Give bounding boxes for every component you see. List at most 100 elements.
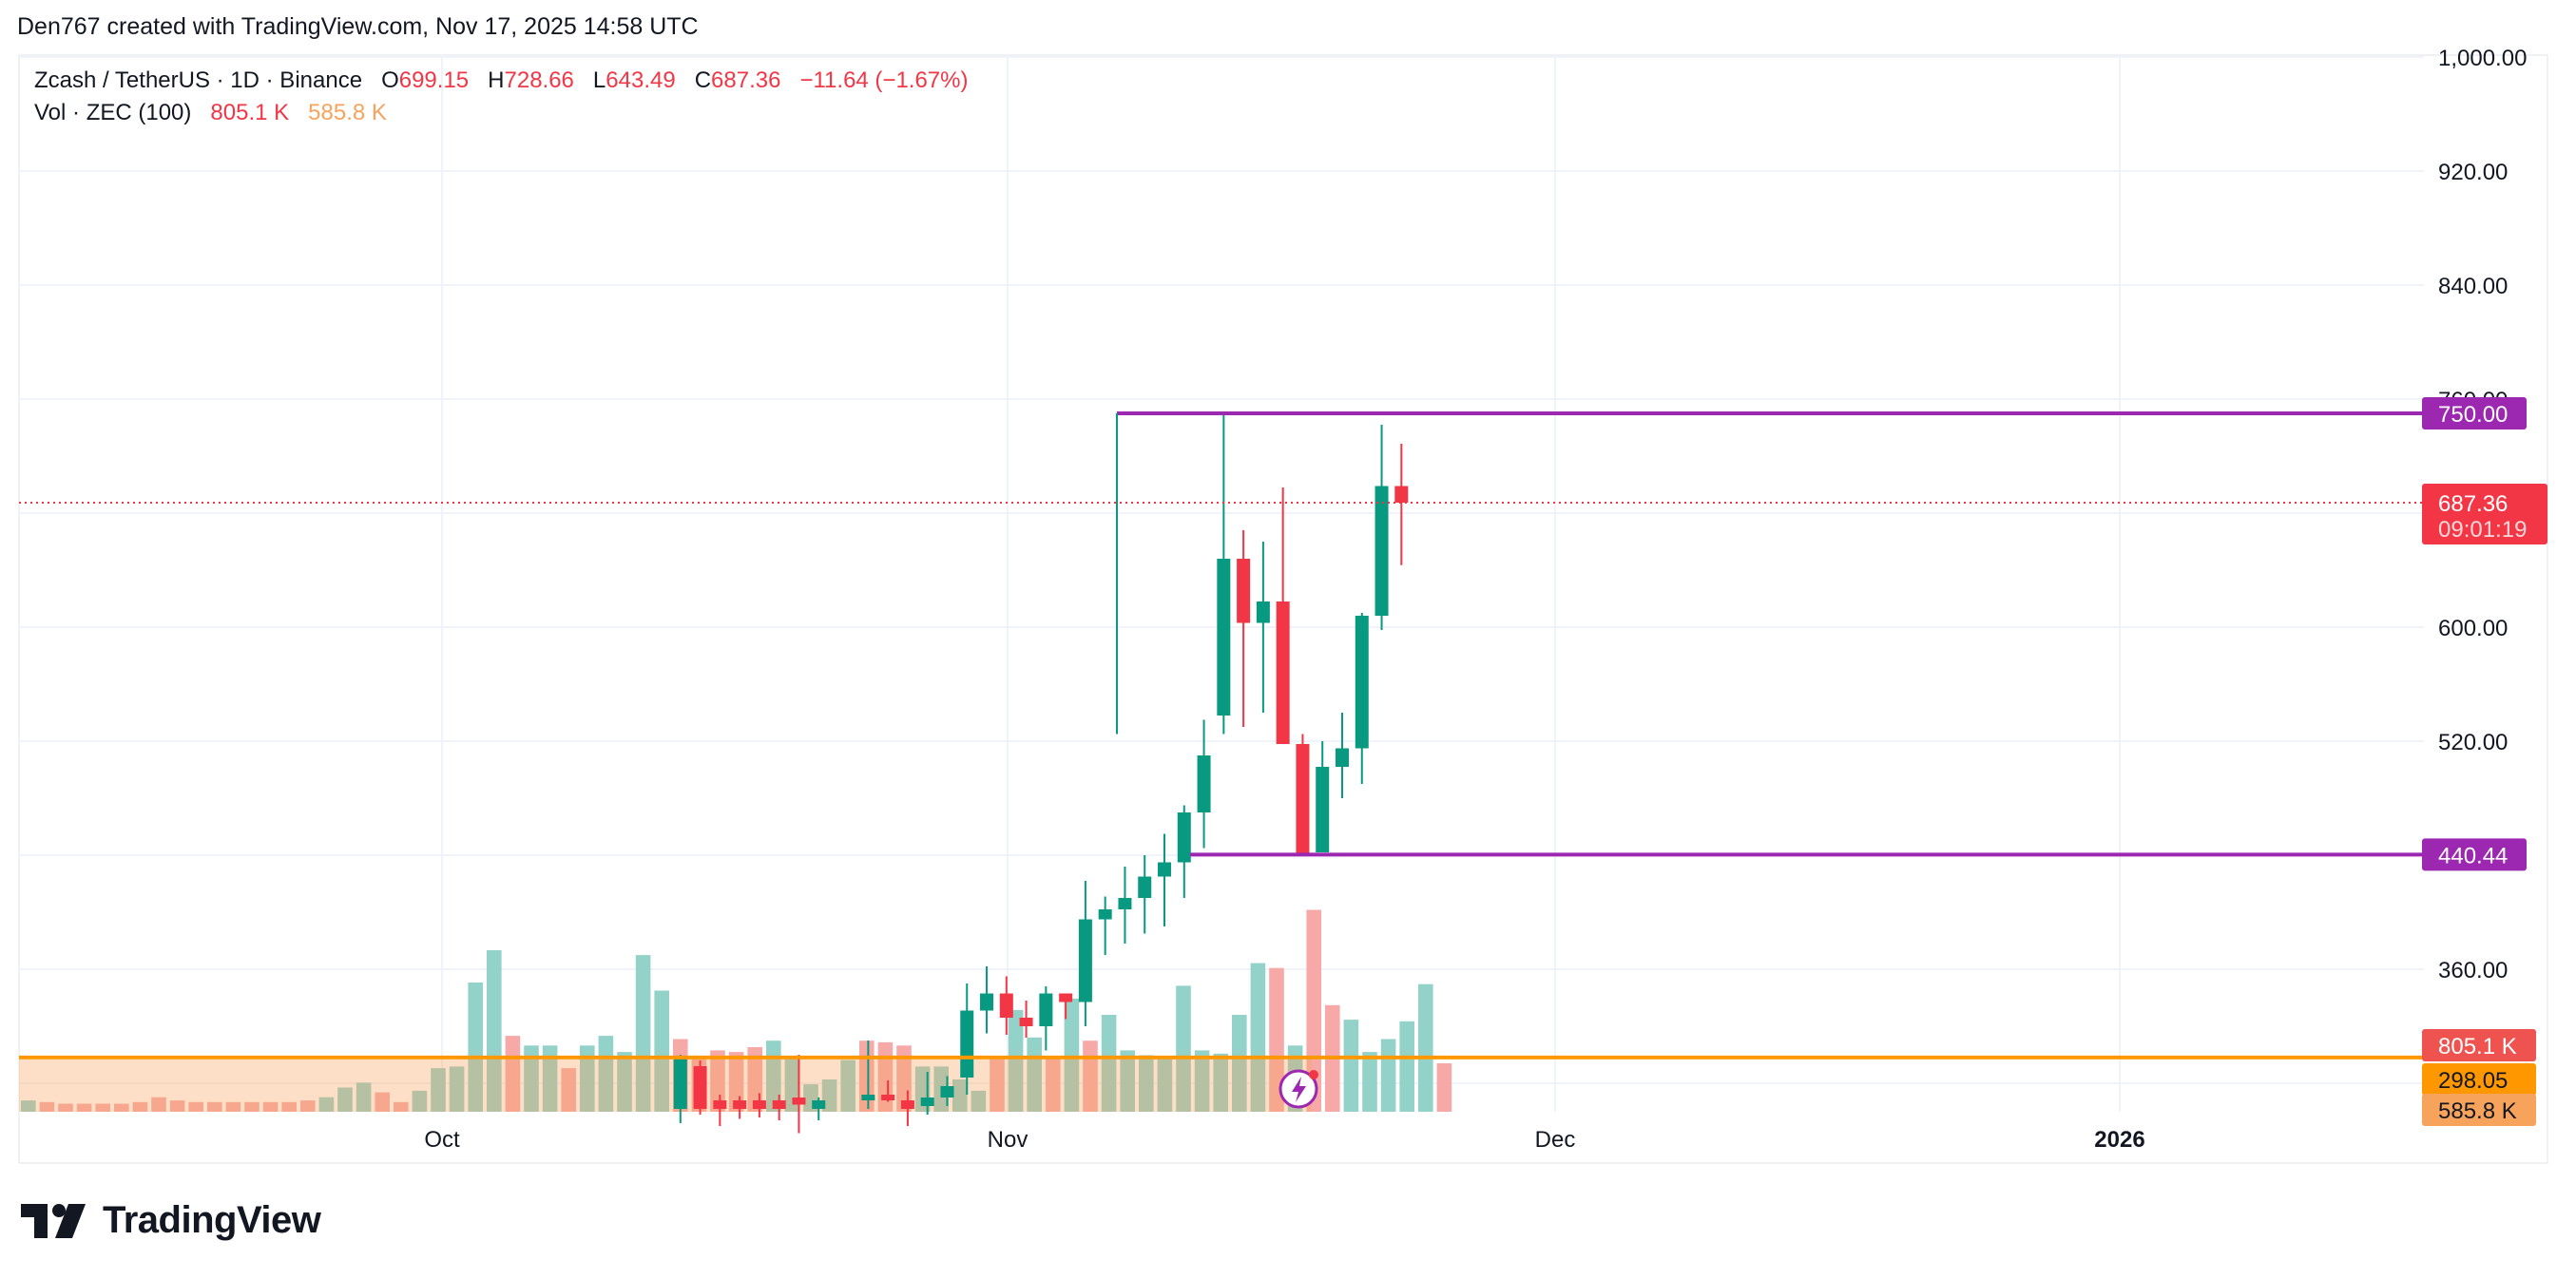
high-value: 728.66 — [504, 67, 574, 93]
candle-body — [1217, 559, 1231, 716]
low-label: L — [592, 67, 606, 93]
price-tick-label: 1,000.00 — [2438, 46, 2527, 71]
price-tick-label: 520.00 — [2438, 730, 2508, 755]
level-750-label-box — [2422, 397, 2527, 430]
price-tick-label: 840.00 — [2438, 274, 2508, 299]
candle-body — [1335, 748, 1349, 767]
volume-bar — [1120, 1050, 1135, 1112]
volume-bar — [1418, 983, 1433, 1112]
candle-body — [980, 993, 994, 1011]
candle-body — [1296, 744, 1310, 855]
volume-bar — [262, 1101, 279, 1112]
volume-row: Vol · ZEC (100) 805.1 K 585.8 K — [34, 97, 968, 129]
price-tick-label: 360.00 — [2438, 958, 2508, 983]
volume-bar — [1269, 967, 1284, 1112]
volume-bar — [300, 1100, 316, 1112]
chart-border — [18, 54, 2548, 1164]
volume-bar — [1157, 1058, 1173, 1112]
candle-body — [812, 1100, 826, 1109]
time-tick-label: Oct — [424, 1127, 460, 1153]
candle-body — [1098, 909, 1112, 920]
change-value: −11.64 (−1.67%) — [799, 67, 969, 93]
volume-bar — [1139, 1055, 1154, 1112]
volume-ma-label-box — [2422, 1094, 2536, 1126]
volume-bar — [468, 983, 483, 1112]
horizontal-levels — [19, 411, 2424, 1059]
price-axis: 1,000.00920.00840.00760.00600.00520.0036… — [2422, 46, 2547, 1126]
candle-body — [1375, 486, 1389, 616]
tradingview-logo-icon — [21, 1203, 86, 1238]
low-value: 643.49 — [606, 67, 676, 93]
volume-bar — [524, 1045, 539, 1112]
candle-body — [1316, 767, 1330, 852]
level-750-label: 750.00 — [2438, 402, 2508, 428]
volume-bar — [188, 1101, 203, 1112]
volume-bar — [394, 1101, 409, 1112]
candle-body — [940, 1086, 954, 1098]
volume-bar — [281, 1101, 297, 1112]
volume-bar — [617, 1052, 632, 1112]
ohlc-row: Zcash / TetherUS · 1D · Binance O699.15 … — [34, 65, 968, 97]
volume-bar — [1362, 1052, 1377, 1112]
volume-bar — [952, 1079, 968, 1112]
candle-body — [693, 1066, 707, 1109]
last-price-label: 687.36 — [2438, 491, 2508, 517]
volume-bar — [431, 1068, 446, 1112]
candle-body — [1019, 1018, 1033, 1026]
volume-bar — [1250, 963, 1266, 1112]
volume-bar — [1008, 1009, 1024, 1112]
time-axis: Oct Nov Dec 2026 — [424, 1127, 2144, 1153]
candle-body — [1118, 898, 1132, 909]
countdown-label: 09:01:19 — [2438, 517, 2527, 543]
candle-body — [1039, 993, 1053, 1026]
volume-bar — [1194, 1050, 1210, 1112]
last-price-box — [2422, 483, 2547, 544]
volume-bar — [449, 1066, 465, 1112]
level-298-label: 298.05 — [2438, 1068, 2508, 1094]
level-298-label-box — [2422, 1063, 2536, 1096]
volume-bar — [1232, 1015, 1247, 1112]
volume-ma-value: 585.8 K — [308, 100, 387, 125]
close-value: 687.36 — [711, 67, 781, 93]
volume-bar — [207, 1101, 222, 1112]
candle-body — [881, 1095, 895, 1100]
volume-bar — [635, 955, 651, 1112]
candle-body — [1256, 601, 1270, 623]
volume-bar — [169, 1100, 185, 1112]
time-tick-label: 2026 — [2094, 1127, 2144, 1153]
volume-bar — [58, 1103, 73, 1112]
volume-bar — [244, 1101, 260, 1112]
candle-body — [772, 1100, 786, 1109]
volume-bar — [151, 1097, 166, 1112]
candle-body — [1158, 862, 1172, 877]
candle-body — [1237, 559, 1251, 623]
time-tick-label: Dec — [1535, 1127, 1576, 1153]
volume-value: 805.1 K — [210, 100, 290, 125]
price-tick-label: 920.00 — [2438, 160, 2508, 185]
volume-bars — [19, 909, 1452, 1112]
volume-bar — [877, 1041, 894, 1112]
candle-body — [861, 1095, 875, 1100]
level-440-label-box — [2422, 838, 2527, 871]
volume-current-label: 805.1 K — [2438, 1034, 2517, 1059]
volume-bar — [1306, 909, 1321, 1112]
volume-bar — [375, 1092, 390, 1112]
open-label: O — [381, 67, 399, 93]
volume-bar — [840, 1059, 855, 1112]
brand-name: TradingView — [103, 1199, 321, 1241]
candle-body — [713, 1100, 727, 1109]
close-label: C — [694, 67, 712, 93]
flash-icon — [1278, 1069, 1318, 1109]
candle-body — [1059, 993, 1073, 1002]
volume-bar — [412, 1090, 428, 1112]
volume-bar — [1101, 1015, 1117, 1112]
tradingview-logo[interactable]: TradingView — [21, 1199, 321, 1242]
volume-bar — [542, 1045, 558, 1112]
price-chart[interactable]: 1,000.00920.00840.00760.00600.00520.0036… — [0, 0, 2576, 1169]
candle-body — [960, 1010, 974, 1078]
volume-bar — [598, 1036, 614, 1112]
candle-body — [920, 1098, 934, 1106]
volume-bar — [95, 1103, 110, 1112]
high-label: H — [488, 67, 505, 93]
candle-body — [999, 993, 1013, 1018]
